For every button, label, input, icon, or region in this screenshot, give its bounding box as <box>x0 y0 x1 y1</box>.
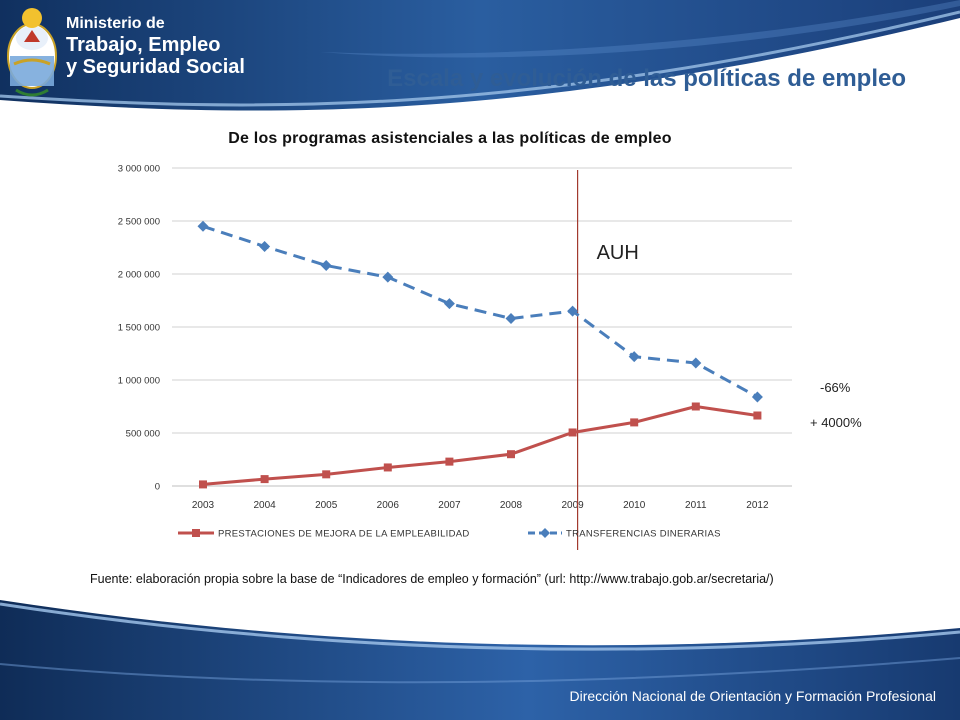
ministry-logo-text: Ministerio de Trabajo, Empleo y Segurida… <box>66 14 245 78</box>
footer-banner <box>0 594 960 720</box>
data-point <box>753 411 762 420</box>
ministry-line-2: Trabajo, Empleo <box>66 34 221 56</box>
x-tick-label: 2006 <box>377 500 400 511</box>
argentina-seal-icon <box>7 8 57 97</box>
data-point <box>630 418 639 427</box>
data-point <box>628 351 640 363</box>
header-banner: Ministerio de Trabajo, Empleo y Segurida… <box>0 0 960 125</box>
data-point <box>259 240 271 252</box>
legend-label: PRESTACIONES DE MEJORA DE LA EMPLEABILID… <box>218 529 470 540</box>
auh-label: AUH <box>597 242 639 264</box>
header-background <box>0 0 960 125</box>
data-point <box>383 463 392 472</box>
legend-marker <box>540 528 550 538</box>
chart-title: De los programas asistenciales a las pol… <box>228 130 672 147</box>
data-point <box>260 475 269 484</box>
x-tick-label: 2011 <box>685 500 707 511</box>
data-point <box>199 480 207 489</box>
data-point <box>507 450 515 459</box>
y-tick-label: 2 000 000 <box>118 270 160 281</box>
change-label: + 4000% <box>810 415 862 430</box>
y-tick-label: 3 000 000 <box>118 164 160 175</box>
footer-background <box>0 594 960 720</box>
legend-marker <box>192 529 200 537</box>
ministry-line-1: Ministerio de <box>66 15 165 32</box>
data-point <box>690 357 702 369</box>
data-point <box>322 470 331 479</box>
y-tick-label: 2 500 000 <box>118 217 160 228</box>
data-point <box>568 428 577 437</box>
legend-label: TRANSFERENCIAS DINERARIAS <box>566 529 721 540</box>
x-tick-label: 2004 <box>253 500 276 511</box>
series-line <box>202 405 758 486</box>
x-tick-label: 2010 <box>623 500 646 511</box>
data-point <box>197 220 209 232</box>
data-point <box>445 457 454 466</box>
x-tick-label: 2008 <box>500 500 523 511</box>
change-label: -66% <box>820 380 851 395</box>
y-tick-label: 1 500 000 <box>118 323 160 334</box>
x-tick-label: 2012 <box>746 500 769 511</box>
y-tick-label: 1 000 000 <box>118 376 160 387</box>
data-point <box>751 391 763 403</box>
ministry-line-3: y Seguridad Social <box>66 56 245 78</box>
series-line <box>202 224 759 399</box>
y-tick-label: 0 <box>155 482 160 493</box>
y-tick-label: 500 000 <box>126 429 160 440</box>
data-point <box>691 402 700 411</box>
data-point <box>320 260 332 272</box>
x-tick-label: 2009 <box>561 500 584 511</box>
x-tick-label: 2003 <box>192 500 215 511</box>
slide-title: Escala y evolución de las políticas de e… <box>387 65 906 92</box>
x-tick-label: 2005 <box>315 500 338 511</box>
data-point <box>505 313 517 325</box>
data-point <box>382 271 394 283</box>
data-point <box>567 305 579 317</box>
data-point <box>443 298 455 310</box>
x-tick-label: 2007 <box>438 500 461 511</box>
footer-text: Dirección Nacional de Orientación y Form… <box>569 688 936 704</box>
source-note: Fuente: elaboración propia sobre la base… <box>90 572 774 586</box>
